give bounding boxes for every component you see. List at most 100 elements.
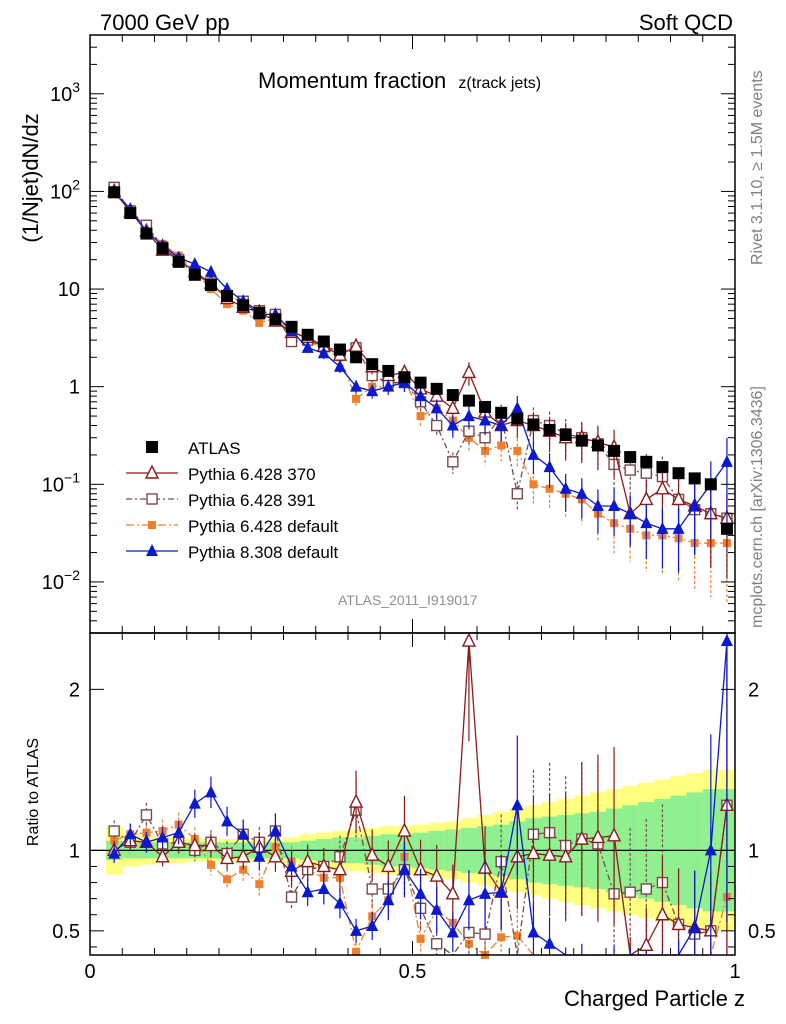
p8-point — [350, 923, 363, 936]
p8-point — [366, 919, 379, 932]
atlas-point — [527, 418, 540, 431]
y-tick-label: 10−1 — [42, 469, 80, 496]
p8-point — [140, 835, 153, 848]
p8-point — [333, 359, 346, 372]
y-tick-exp: −2 — [64, 567, 80, 583]
p8-point — [269, 824, 282, 837]
atlas-point — [704, 478, 717, 491]
p370-point — [348, 337, 364, 352]
p8-point — [188, 257, 201, 270]
header-left: 7000 GeV pp — [100, 10, 230, 35]
y-tick-exp: −1 — [64, 469, 80, 485]
atlas-point — [146, 441, 158, 453]
p6def-point — [255, 880, 264, 889]
p8-point — [656, 521, 669, 534]
site-label: mcplots.cern.ch [arXiv:1306.3436] — [749, 386, 766, 628]
p8-point — [253, 849, 266, 862]
p6def-point — [416, 934, 425, 943]
p8-point — [527, 925, 540, 938]
atlas-point — [511, 412, 524, 425]
atlas-point — [479, 400, 492, 413]
p391-point — [624, 464, 636, 476]
p391-point — [108, 825, 120, 837]
p8-point — [511, 798, 524, 811]
p8-point — [688, 920, 701, 933]
atlas-point — [656, 461, 669, 474]
p8-point — [430, 401, 443, 414]
p370-point — [219, 849, 235, 865]
atlas-point — [591, 439, 604, 452]
atlas-point — [333, 343, 346, 356]
p6def-point — [481, 446, 490, 455]
p6def-point — [352, 947, 361, 956]
p391-point — [430, 419, 443, 432]
p6def-point — [206, 860, 215, 869]
p8-point — [172, 825, 185, 838]
atlas-point — [366, 358, 379, 371]
p8-point — [382, 379, 395, 392]
p370-point — [445, 399, 460, 415]
p8-point — [317, 346, 330, 359]
ratio-panel: 0.5 0.51 12 20 0.5 1 Ratio to ATLAS Charged P… — [25, 632, 776, 1011]
p370-point — [300, 853, 315, 868]
p370-point — [155, 848, 170, 863]
p6def-point — [148, 521, 156, 529]
atlas-point — [446, 389, 459, 402]
p8-point — [398, 862, 411, 875]
p391-point — [366, 883, 378, 895]
rivet-label: Rivet 3.1.10, ≥ 1.5M events — [749, 70, 766, 265]
atlas-point — [140, 227, 153, 240]
legend-label-p391: Pythia 6.428 391 — [188, 491, 316, 510]
atlas-point — [221, 289, 234, 302]
y-tick-base: 10 — [50, 181, 72, 203]
p8-point — [204, 264, 217, 277]
y-tick-label: 102 — [50, 176, 80, 203]
p6def-point — [529, 480, 538, 489]
atlas-point — [350, 351, 363, 364]
p370-point — [671, 490, 686, 506]
p370-point — [590, 828, 606, 844]
p8-point — [688, 498, 701, 511]
p6def-point — [416, 412, 425, 421]
p370-point — [187, 836, 202, 852]
y-axis-label: (1/Njet)dN/dz — [18, 113, 43, 243]
main-frame — [89, 34, 736, 634]
p8-point — [720, 634, 733, 647]
p391-point — [511, 488, 524, 500]
p8-point — [527, 447, 540, 460]
p8-point — [124, 827, 137, 840]
p8-point — [511, 401, 524, 414]
atlas-point — [317, 335, 330, 348]
p6def-point — [255, 318, 264, 327]
p370-point — [144, 464, 160, 479]
p6def-point — [513, 446, 522, 455]
x-tick-label: 1 — [729, 961, 740, 983]
y-tick-base: 10 — [42, 474, 64, 496]
ratio-y-tick-label-right: 0.5 — [748, 921, 776, 943]
p370-point — [461, 363, 477, 379]
p8-point — [237, 827, 250, 840]
p8-point — [108, 846, 121, 859]
atlas-point — [462, 394, 475, 407]
p370-point — [332, 861, 348, 876]
p8-point — [640, 516, 653, 529]
chart-title-main: Momentum fraction — [258, 68, 446, 93]
atlas-point — [688, 472, 701, 485]
p8-point — [285, 859, 298, 872]
watermark: ATLAS_2011_I919017 — [338, 592, 478, 608]
p370-point — [348, 793, 364, 808]
atlas-point — [108, 186, 121, 199]
p8-point — [446, 418, 459, 431]
p8-point — [188, 796, 201, 809]
ratio-y-tick-label: 1 — [69, 840, 80, 862]
p391-point — [285, 891, 298, 903]
p370-point — [203, 836, 219, 852]
p391-point — [640, 883, 653, 895]
atlas-point — [559, 428, 572, 441]
atlas-point — [269, 313, 282, 326]
p391-point — [140, 809, 153, 821]
y-tick-base: 10 — [50, 84, 72, 106]
ratio-y-tick-label-right: 2 — [748, 679, 759, 701]
p8-point — [221, 814, 234, 827]
